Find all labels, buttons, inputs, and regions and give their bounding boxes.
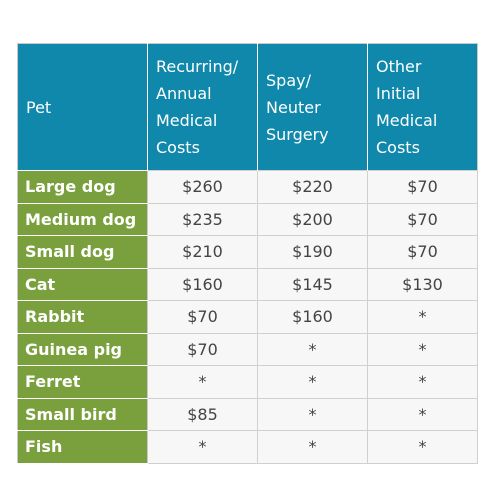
cost-table: Pet Recurring/Annual Medical Costs Spay/Neut… [17, 43, 478, 464]
header-text: Recurring/ [156, 57, 239, 76]
cost-cell: $70 [147, 332, 258, 366]
table-row: Guinea pig $70 * * [17, 332, 478, 366]
table-row: Fish * * * [17, 430, 478, 464]
pet-name: Cat [17, 267, 148, 301]
pet-name: Ferret [17, 365, 148, 399]
cost-cell: $260 [147, 170, 258, 204]
cost-cell: $160 [257, 300, 368, 334]
pet-name: Medium dog [17, 202, 148, 236]
pet-name: Large dog [17, 170, 148, 204]
pet-name: Small dog [17, 235, 148, 269]
cost-cell: $190 [257, 235, 368, 269]
header-text: Spay/ [266, 70, 311, 90]
cost-cell: $220 [257, 170, 368, 204]
header-row: Pet Recurring/Annual Medical Costs Spay/Neut… [17, 43, 478, 171]
cost-cell: $235 [147, 202, 258, 236]
header-cell: Other Initial Medical Costs [367, 43, 478, 171]
header-cell: Recurring/Annual Medical Costs [147, 43, 258, 171]
header-cell: Spay/Neuter Surgery [257, 43, 368, 171]
table-row: Large dog $260 $220 $70 [17, 170, 478, 204]
header-text: Neuter [266, 97, 321, 117]
cost-cell: $70 [367, 202, 478, 236]
cost-cell: * [367, 397, 478, 431]
table-row: Rabbit $70 $160 * [17, 300, 478, 334]
cost-cell: * [257, 332, 368, 366]
header-text: Other [376, 57, 422, 76]
cost-cell: $145 [257, 267, 368, 301]
pet-name: Rabbit [17, 300, 148, 334]
header-text: Costs [376, 138, 420, 157]
cost-cell: $70 [367, 235, 478, 269]
cost-cell: * [147, 430, 258, 464]
table-row: Small dog $210 $190 $70 [17, 235, 478, 269]
table-row: Medium dog $235 $200 $70 [17, 202, 478, 236]
cost-cell: $210 [147, 235, 258, 269]
cost-cell: * [257, 397, 368, 431]
table-row: Cat $160 $145 $130 [17, 267, 478, 301]
cost-cell: $200 [257, 202, 368, 236]
header-text: Pet [26, 97, 52, 117]
table-body: Large dog $260 $220 $70 Medium dog $235 $200 $7… [17, 170, 478, 464]
header-text: Medical [376, 111, 438, 130]
header-text: Medical [156, 111, 218, 130]
cost-cell: * [257, 365, 368, 399]
cost-cell: $70 [147, 300, 258, 334]
cost-cell: * [367, 332, 478, 366]
cost-cell: * [147, 365, 258, 399]
cost-cell: * [367, 365, 478, 399]
header-text: Annual [156, 84, 212, 103]
cost-cell: * [367, 430, 478, 464]
pet-name: Fish [17, 430, 148, 464]
cost-cell: * [257, 430, 368, 464]
cost-cell: * [367, 300, 478, 334]
header-text: Initial [376, 84, 421, 103]
header-text: Surgery [266, 124, 329, 144]
pet-name: Small bird [17, 397, 148, 431]
cost-cell: $85 [147, 397, 258, 431]
pet-name: Guinea pig [17, 332, 148, 366]
cost-cell: $130 [367, 267, 478, 301]
cost-cell: $70 [367, 170, 478, 204]
cost-cell: $160 [147, 267, 258, 301]
table-row: Ferret * * * [17, 365, 478, 399]
header-text: Costs [156, 138, 200, 157]
table-row: Small bird $85 * * [17, 397, 478, 431]
header-cell: Pet [17, 43, 148, 171]
